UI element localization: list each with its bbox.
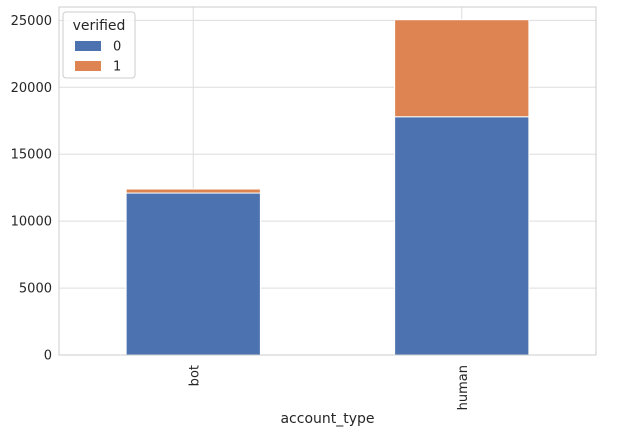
- x-tick-label-human: human: [456, 365, 471, 410]
- legend-label-1: 1: [113, 60, 121, 75]
- bar-human-verified-1: [394, 19, 530, 118]
- x-tick-label-bot: bot: [187, 365, 202, 386]
- legend-swatch-1: [75, 61, 101, 71]
- y-tick-label: 15000: [11, 148, 52, 163]
- legend-title: verified: [73, 18, 126, 34]
- y-tick-label: 5000: [19, 282, 52, 297]
- legend-swatch-0: [75, 41, 101, 51]
- legend-items: 01: [75, 40, 121, 75]
- x-tick-labels: bot human: [187, 365, 471, 410]
- y-tick-label: 25000: [11, 14, 52, 29]
- legend: verified 01: [62, 11, 136, 79]
- bar-bot-verified-1: [125, 188, 261, 194]
- y-tick-label: 10000: [11, 215, 52, 230]
- x-axis-label: account_type: [280, 411, 374, 427]
- y-tick-label: 20000: [11, 81, 52, 96]
- y-tick-labels: 0 5000 10000 15000 20000 25000: [11, 14, 52, 364]
- bar-bot-verified-0: [125, 192, 261, 356]
- legend-label-0: 0: [113, 40, 121, 55]
- plot-frame: [58, 6, 597, 356]
- y-tick-label: 0: [44, 349, 52, 364]
- bar-human-verified-0: [394, 116, 530, 356]
- bars: [125, 19, 530, 356]
